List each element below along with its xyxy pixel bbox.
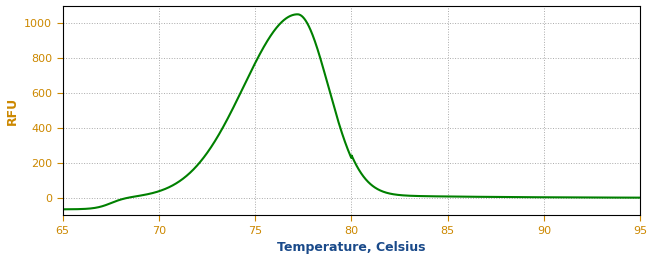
Y-axis label: RFU: RFU	[6, 96, 18, 125]
X-axis label: Temperature, Celsius: Temperature, Celsius	[278, 242, 426, 255]
